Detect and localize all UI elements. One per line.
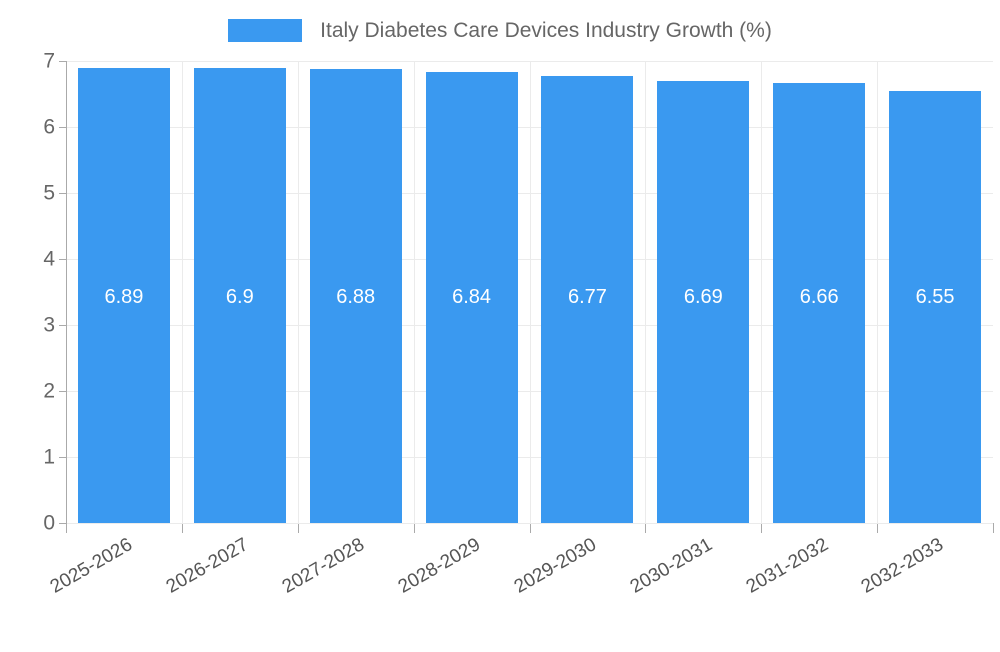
x-tick-mark bbox=[530, 524, 531, 533]
bar-value-label: 6.88 bbox=[336, 286, 376, 308]
bar[interactable]: 6.88 bbox=[309, 68, 402, 523]
gridline-vertical bbox=[761, 61, 762, 523]
bar-value-label: 6.55 bbox=[915, 286, 955, 308]
x-tick-mark bbox=[993, 524, 994, 533]
x-tick-mark bbox=[877, 524, 878, 533]
y-tick-mark bbox=[59, 193, 67, 194]
bar-chart: Italy Diabetes Care Devices Industry Gro… bbox=[0, 14, 1000, 598]
y-tick-label: 2 bbox=[43, 379, 55, 403]
bar-value-label: 6.89 bbox=[104, 286, 144, 308]
gridline-horizontal bbox=[66, 457, 993, 458]
y-axis-line bbox=[66, 61, 67, 524]
plot-area: 6.89 6.9 6.88 6.84 6.77 6.69 6.66 6.55 bbox=[66, 61, 993, 524]
gridline-vertical bbox=[414, 61, 415, 523]
gridline-vertical bbox=[877, 61, 878, 523]
y-tick-mark bbox=[59, 259, 67, 260]
chart-legend: Italy Diabetes Care Devices Industry Gro… bbox=[0, 14, 1000, 46]
y-tick-label: 0 bbox=[43, 511, 55, 535]
y-tick-mark bbox=[59, 523, 67, 524]
y-tick-mark bbox=[59, 391, 67, 392]
gridline-horizontal bbox=[66, 127, 993, 128]
bar[interactable]: 6.89 bbox=[77, 68, 170, 523]
gridline-horizontal bbox=[66, 391, 993, 392]
gridline-horizontal bbox=[66, 259, 993, 260]
bar[interactable]: 6.55 bbox=[889, 90, 982, 523]
bar[interactable]: 6.77 bbox=[541, 76, 634, 523]
x-tick-mark bbox=[414, 524, 415, 533]
gridline-vertical bbox=[298, 61, 299, 523]
y-tick-mark bbox=[59, 127, 67, 128]
x-tick-mark bbox=[761, 524, 762, 533]
y-tick-label: 5 bbox=[43, 181, 55, 205]
y-tick-label: 1 bbox=[43, 445, 55, 469]
bar[interactable]: 6.69 bbox=[657, 81, 750, 523]
bar-value-label: 6.84 bbox=[452, 286, 492, 308]
bar[interactable]: 6.66 bbox=[773, 83, 866, 523]
bar-value-label: 6.9 bbox=[225, 286, 254, 308]
gridline-vertical bbox=[182, 61, 183, 523]
x-tick-mark bbox=[66, 524, 67, 533]
gridline-horizontal bbox=[66, 61, 993, 62]
gridline-horizontal bbox=[66, 193, 993, 194]
gridline-horizontal bbox=[66, 523, 993, 524]
x-tick-mark bbox=[645, 524, 646, 533]
y-tick-mark bbox=[59, 61, 67, 62]
y-tick-mark bbox=[59, 457, 67, 458]
y-tick-label: 6 bbox=[43, 115, 55, 139]
legend-color-swatch bbox=[228, 18, 303, 42]
x-tick-mark bbox=[298, 524, 299, 533]
y-tick-label: 7 bbox=[43, 49, 55, 73]
y-tick-mark bbox=[59, 325, 67, 326]
y-tick-label: 3 bbox=[43, 313, 55, 337]
bar[interactable]: 6.9 bbox=[193, 67, 286, 523]
bar-value-label: 6.66 bbox=[799, 286, 839, 308]
bar[interactable]: 6.84 bbox=[425, 71, 518, 523]
bar-value-label: 6.77 bbox=[567, 286, 607, 308]
gridline-vertical bbox=[645, 61, 646, 523]
x-tick-mark bbox=[182, 524, 183, 533]
gridline-vertical bbox=[530, 61, 531, 523]
legend-label: Italy Diabetes Care Devices Industry Gro… bbox=[320, 18, 772, 42]
gridline-horizontal bbox=[66, 325, 993, 326]
y-tick-label: 4 bbox=[43, 247, 55, 271]
bar-value-label: 6.69 bbox=[683, 286, 723, 308]
